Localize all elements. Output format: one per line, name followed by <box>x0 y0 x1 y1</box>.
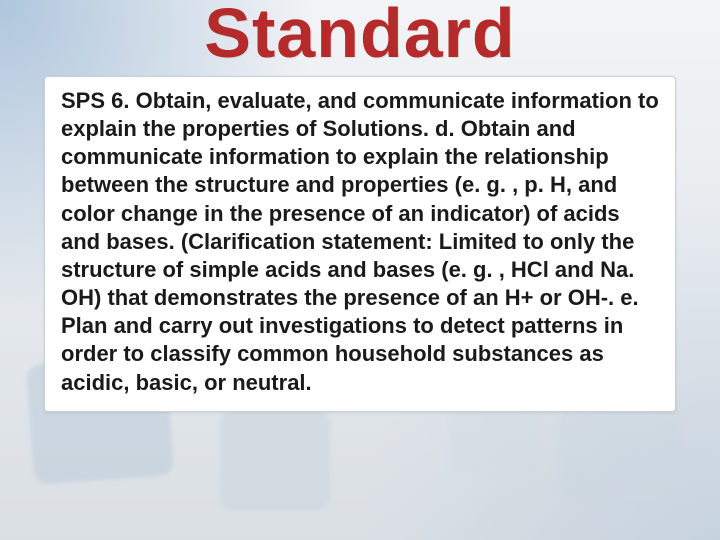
slide: Standard SPS 6. Obtain, evaluate, and co… <box>0 0 720 540</box>
content-card: SPS 6. Obtain, evaluate, and communicate… <box>44 76 676 412</box>
slide-title: Standard <box>44 0 676 68</box>
body-paragraph: SPS 6. Obtain, evaluate, and communicate… <box>61 87 659 397</box>
body-text: SPS 6. Obtain, evaluate, and communicate… <box>61 87 659 397</box>
